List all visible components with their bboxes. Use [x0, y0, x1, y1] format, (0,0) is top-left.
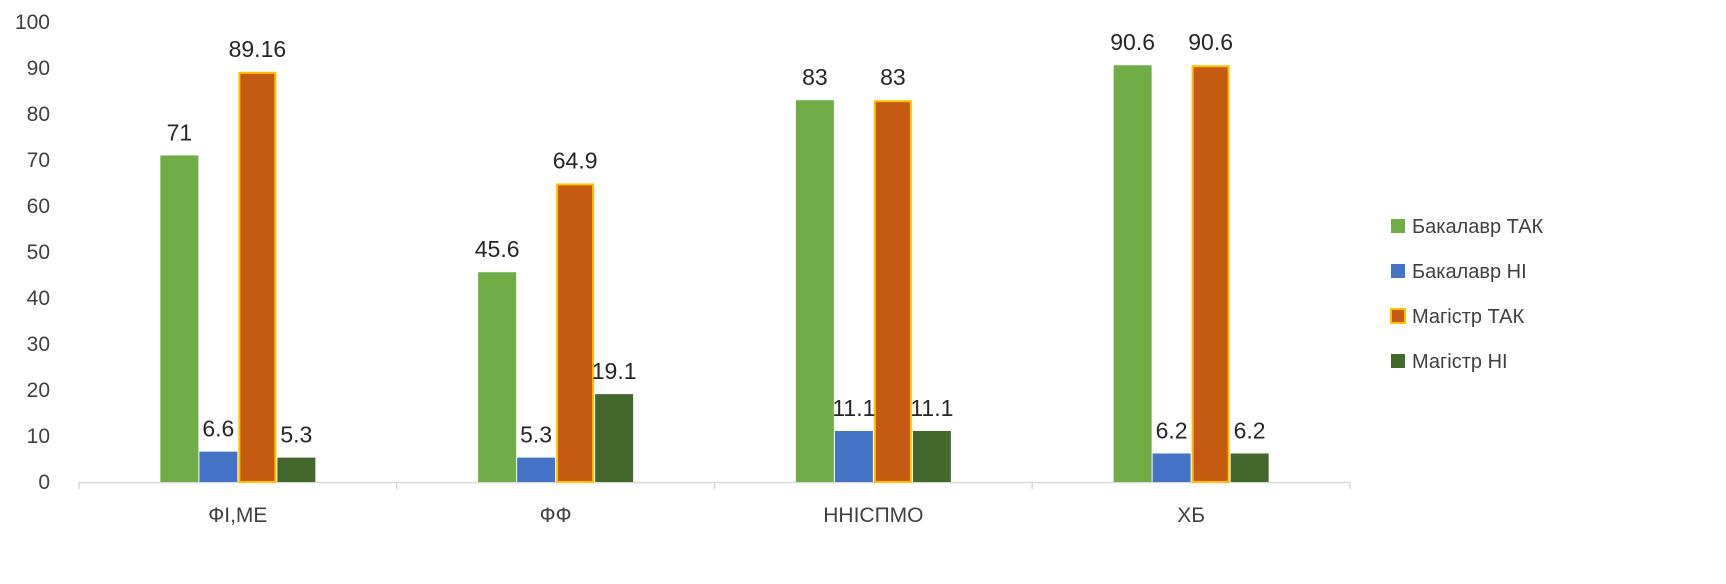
y-tick-label: 80 — [27, 103, 50, 126]
x-tick-label: ННІСПМО — [823, 504, 923, 527]
bar — [556, 183, 595, 484]
bar — [1230, 453, 1269, 482]
axis-layer: 0 10 20 30 40 50 60 70 80 90 100 ФІ,МЕ ФФ ННІСПМО ХБ — [15, 11, 1351, 527]
bar — [595, 394, 634, 482]
bar — [160, 155, 199, 482]
legend-swatch — [1391, 354, 1405, 368]
bar — [277, 457, 316, 482]
bar — [517, 457, 556, 482]
data-label: 6.2 — [1234, 417, 1266, 443]
data-label: 89.16 — [229, 36, 287, 62]
data-label: 6.2 — [1156, 417, 1188, 443]
y-tick-label: 0 — [38, 471, 50, 494]
data-label: 11.1 — [832, 395, 875, 421]
bar — [1113, 65, 1152, 483]
data-label: 90.6 — [1110, 29, 1155, 55]
data-label: 83 — [880, 64, 906, 90]
data-label: 6.6 — [202, 416, 234, 442]
bar — [199, 451, 238, 482]
y-tick-label: 60 — [27, 195, 50, 218]
data-label: 83 — [802, 64, 828, 90]
y-tick-label: 100 — [15, 11, 50, 34]
bar-layer — [160, 65, 1269, 484]
data-label: 90.6 — [1188, 29, 1233, 55]
data-label: 5.3 — [520, 422, 552, 448]
legend-swatch — [1390, 308, 1406, 324]
bar — [238, 71, 277, 483]
bar — [1191, 65, 1230, 484]
bar — [873, 100, 912, 483]
x-tick-label: ФФ — [540, 504, 572, 527]
legend-label: Магістр ТАК — [1412, 306, 1524, 328]
legend-swatch — [1391, 264, 1405, 278]
data-label: 5.3 — [280, 422, 312, 448]
data-label-layer: 71 6.6 89.16 5.3 45.6 5.3 64.9 19.1 83 11.1 83 11.1… — [167, 29, 1266, 447]
data-label: 71 — [167, 119, 193, 145]
bar — [834, 430, 873, 482]
legend-label: Бакалавр НІ — [1412, 261, 1527, 283]
legend-swatch — [1391, 219, 1405, 233]
x-tick-label: ХБ — [1177, 504, 1205, 527]
y-tick-label: 40 — [27, 287, 50, 310]
data-label: 19.1 — [592, 358, 637, 384]
y-tick-label: 20 — [27, 379, 50, 402]
legend: Бакалавр ТАК Бакалавр НІ Магістр ТАК Магіст… — [1390, 216, 1544, 373]
y-tick-label: 50 — [27, 241, 50, 264]
bar — [912, 430, 951, 482]
y-tick-label: 70 — [27, 149, 50, 172]
y-tick-label: 30 — [27, 333, 50, 356]
y-tick-label: 10 — [27, 425, 50, 448]
data-label: 45.6 — [475, 236, 520, 262]
bar — [795, 100, 834, 482]
x-tick-label: ФІ,МЕ — [208, 504, 267, 527]
data-label: 64.9 — [553, 147, 598, 173]
bar — [1152, 453, 1191, 482]
data-label: 11.1 — [910, 395, 953, 421]
bar — [478, 272, 517, 482]
legend-label: Магістр НІ — [1412, 351, 1508, 373]
y-tick-label: 90 — [27, 57, 50, 80]
legend-label: Бакалавр ТАК — [1412, 216, 1544, 238]
